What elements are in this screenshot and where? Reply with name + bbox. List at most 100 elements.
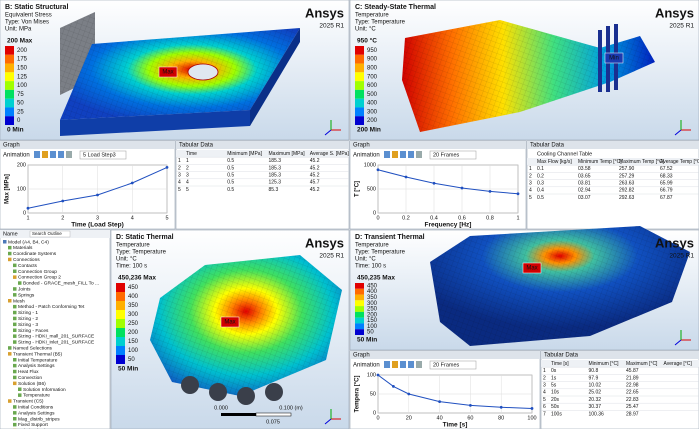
tree-item[interactable]: Materials — [13, 245, 33, 251]
toolbar-button[interactable] — [408, 361, 414, 368]
graph-title: Graph — [353, 143, 370, 149]
table-title: Tabular Data — [530, 143, 565, 149]
data-point — [460, 186, 464, 190]
toolbar-button[interactable] — [400, 361, 406, 368]
table-cell: 03.65 — [578, 173, 591, 179]
table-cell: 03.07 — [578, 195, 591, 201]
table-cell: 2 — [178, 165, 181, 171]
toolbar-button[interactable] — [400, 151, 406, 158]
toolbar-button[interactable] — [416, 151, 422, 158]
tree-item[interactable]: Analysis Settings — [18, 410, 55, 416]
legend-swatch — [5, 81, 14, 90]
tree-item[interactable]: Heat Flux — [18, 369, 39, 375]
legend-swatch — [5, 46, 14, 55]
toolbar-button[interactable] — [384, 151, 390, 158]
viewport-info: Type: Temperature — [116, 250, 167, 256]
tree-item[interactable]: Connection Group 2 — [18, 275, 61, 281]
frames-dropdown[interactable] — [79, 150, 127, 160]
frames-dropdown[interactable] — [429, 360, 477, 370]
x-tick-label: 100 — [527, 415, 536, 421]
brand-version: 2025 R1 — [669, 23, 694, 30]
tree-item[interactable]: Transient (C5) — [13, 399, 44, 405]
search-box[interactable] — [29, 230, 71, 238]
viewport-info: Unit: °C — [116, 257, 137, 263]
legend-label: 100 — [367, 324, 378, 330]
tree-item[interactable]: Mesh — [13, 298, 25, 304]
tree-item[interactable]: Joints — [18, 286, 31, 292]
legend-swatch — [116, 292, 125, 301]
toolbar-button[interactable] — [384, 361, 390, 368]
data-point — [488, 190, 492, 193]
table-cell: 68.33 — [660, 173, 673, 179]
toolbar-button[interactable] — [42, 151, 48, 158]
tree-item[interactable]: Coordinate Systems — [13, 251, 57, 257]
tree-item[interactable]: Bonded - GRACE_mesh_FILL To ... — [23, 281, 99, 287]
tree-item[interactable]: Solution (B6) — [18, 381, 46, 387]
tree-item[interactable]: Model (A4, B4, C4) — [8, 239, 49, 245]
tree-item[interactable]: Initial Conditions — [18, 404, 54, 410]
viewport-info: Unit: °C — [355, 257, 376, 263]
toolbar-button[interactable] — [416, 361, 422, 368]
y-axis-label: Tempera [°C] — [355, 376, 361, 413]
table-cell: 5 — [186, 187, 189, 193]
table-cell: 5s — [551, 383, 557, 389]
tree-item[interactable]: Named Selections — [13, 345, 53, 351]
tree-icon — [8, 346, 12, 350]
tree-item[interactable]: Sizing - 2 — [18, 316, 38, 322]
tree-item[interactable]: Sizing - HDKI_mall_201_SURFACE — [18, 334, 94, 340]
tree-item[interactable]: Contacts — [18, 263, 38, 269]
x-tick-label: 4 — [131, 215, 134, 221]
legend-label: 400 — [128, 294, 139, 300]
tree-icon — [13, 316, 17, 321]
toolbar-button[interactable] — [66, 151, 72, 158]
toolbar-button[interactable] — [58, 151, 64, 158]
tree-item[interactable]: Initial Temperature — [18, 357, 58, 363]
tree-icon — [13, 381, 17, 386]
tree-icon — [8, 352, 12, 356]
tree-item[interactable]: Sizing - 3 — [18, 322, 38, 328]
toolbar-button[interactable] — [392, 361, 398, 368]
x-tick-label: 20 — [406, 415, 412, 421]
tree-item[interactable]: Connection Group — [18, 269, 57, 275]
tree-item[interactable]: Analysis Settings — [18, 363, 55, 369]
toolbar-button[interactable] — [408, 151, 414, 158]
tree-icon — [13, 369, 17, 374]
toolbar-button[interactable] — [50, 151, 56, 158]
tree-item[interactable]: Convection — [18, 375, 42, 381]
x-axis-label: Time (Load Step) — [71, 222, 124, 229]
table-cell: 0.1 — [537, 166, 544, 172]
table-cell: 3 — [186, 173, 189, 179]
tree-item[interactable]: Sizing - 1 — [18, 310, 38, 316]
toolbar-button[interactable] — [34, 151, 40, 158]
graph-title: Graph — [3, 143, 20, 149]
data-point — [130, 181, 134, 185]
legend-swatch — [355, 300, 364, 307]
table-cell: 125.3 — [269, 180, 282, 186]
scale-label: 0.000 — [214, 405, 228, 411]
tree-item[interactable]: Solution Information — [23, 387, 66, 393]
tree-item[interactable]: Temperature — [23, 393, 50, 399]
tree-item[interactable]: Mag_distrib_stripes — [18, 416, 60, 422]
table-cell: 7 — [543, 411, 546, 417]
legend-label: 75 — [17, 92, 24, 98]
legend-label: 50 — [367, 330, 374, 336]
frames-dropdown[interactable] — [429, 150, 477, 160]
tree-item[interactable]: Springs — [18, 292, 35, 298]
tree-item[interactable]: Fixed Support — [18, 422, 49, 428]
frames-value: 20 Frames — [433, 362, 460, 368]
tree-item[interactable]: Sizing - Faces — [18, 328, 49, 334]
tree-item[interactable]: Transient Thermal (B5) — [13, 351, 62, 357]
table-cell: 292.82 — [619, 188, 635, 194]
legend-min: 50 Min — [357, 337, 377, 344]
legend-swatch — [355, 317, 364, 324]
legend-swatch — [5, 107, 14, 117]
toolbar-button[interactable] — [392, 151, 398, 158]
tree-item[interactable]: Method - Patch Conforming Tet — [18, 304, 85, 310]
table-cell: 0s — [551, 368, 557, 374]
table-title: Tabular Data — [179, 143, 214, 149]
viewport-info: Temperature — [355, 13, 389, 19]
tree-item[interactable]: Sizing - HDKI_inlet_201_SURFACE — [18, 340, 94, 346]
table-cell: 257.29 — [619, 173, 635, 179]
tree-item[interactable]: Connections — [13, 257, 40, 263]
scale-bar — [255, 412, 292, 417]
